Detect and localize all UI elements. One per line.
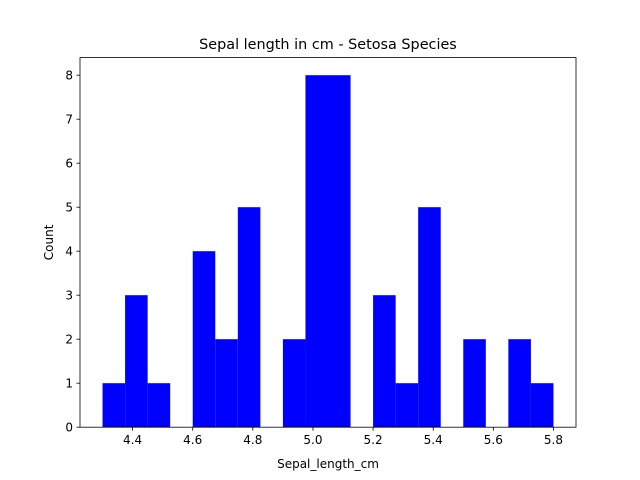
histogram-bar bbox=[305, 75, 328, 428]
y-tick-label: 4 bbox=[65, 244, 73, 258]
histogram-bar bbox=[328, 75, 351, 428]
x-tick-label: 4.8 bbox=[243, 433, 262, 447]
y-tick-label: 3 bbox=[65, 288, 73, 302]
histogram-bar bbox=[373, 295, 396, 428]
histogram-bar bbox=[215, 339, 238, 428]
x-tick-label: 5.4 bbox=[424, 433, 443, 447]
histogram-bar bbox=[530, 383, 554, 428]
histogram-bar bbox=[508, 339, 531, 428]
x-tick-label: 4.4 bbox=[123, 433, 142, 447]
histogram-bar bbox=[237, 207, 261, 428]
histogram-bars bbox=[102, 75, 554, 428]
y-tick-label: 2 bbox=[65, 332, 73, 346]
y-tick-label: 5 bbox=[65, 200, 73, 214]
histogram-bar bbox=[418, 207, 441, 428]
histogram-bar bbox=[125, 295, 148, 428]
y-axis-label: Count bbox=[42, 224, 56, 260]
histogram-bar bbox=[282, 339, 306, 428]
x-tick-label: 5.2 bbox=[364, 433, 383, 447]
histogram-bar bbox=[147, 383, 171, 428]
y-tick-label: 6 bbox=[65, 156, 73, 170]
x-tick-label: 4.6 bbox=[183, 433, 202, 447]
x-axis: 4.4 4.6 4.8 5.0 5.2 5.4 5.6 5.8 bbox=[123, 427, 563, 447]
plot-area-frame bbox=[79, 57, 577, 428]
y-tick-label: 1 bbox=[65, 376, 73, 390]
y-axis: 0 1 2 3 4 5 6 7 8 bbox=[65, 68, 80, 434]
x-tick-label: 5.6 bbox=[484, 433, 503, 447]
x-axis-label: Sepal_length_cm bbox=[277, 457, 379, 471]
y-tick-label: 0 bbox=[65, 420, 73, 434]
y-tick-label: 7 bbox=[65, 112, 73, 126]
x-tick-label: 5.0 bbox=[303, 433, 322, 447]
histogram-bar bbox=[102, 383, 126, 428]
y-tick-label: 8 bbox=[65, 68, 73, 82]
x-tick-label: 5.8 bbox=[544, 433, 563, 447]
histogram-bar bbox=[395, 383, 419, 428]
histogram-bar bbox=[192, 251, 216, 428]
histogram-bar bbox=[463, 339, 486, 428]
chart-title: Sepal length in cm - Setosa Species bbox=[199, 37, 457, 53]
